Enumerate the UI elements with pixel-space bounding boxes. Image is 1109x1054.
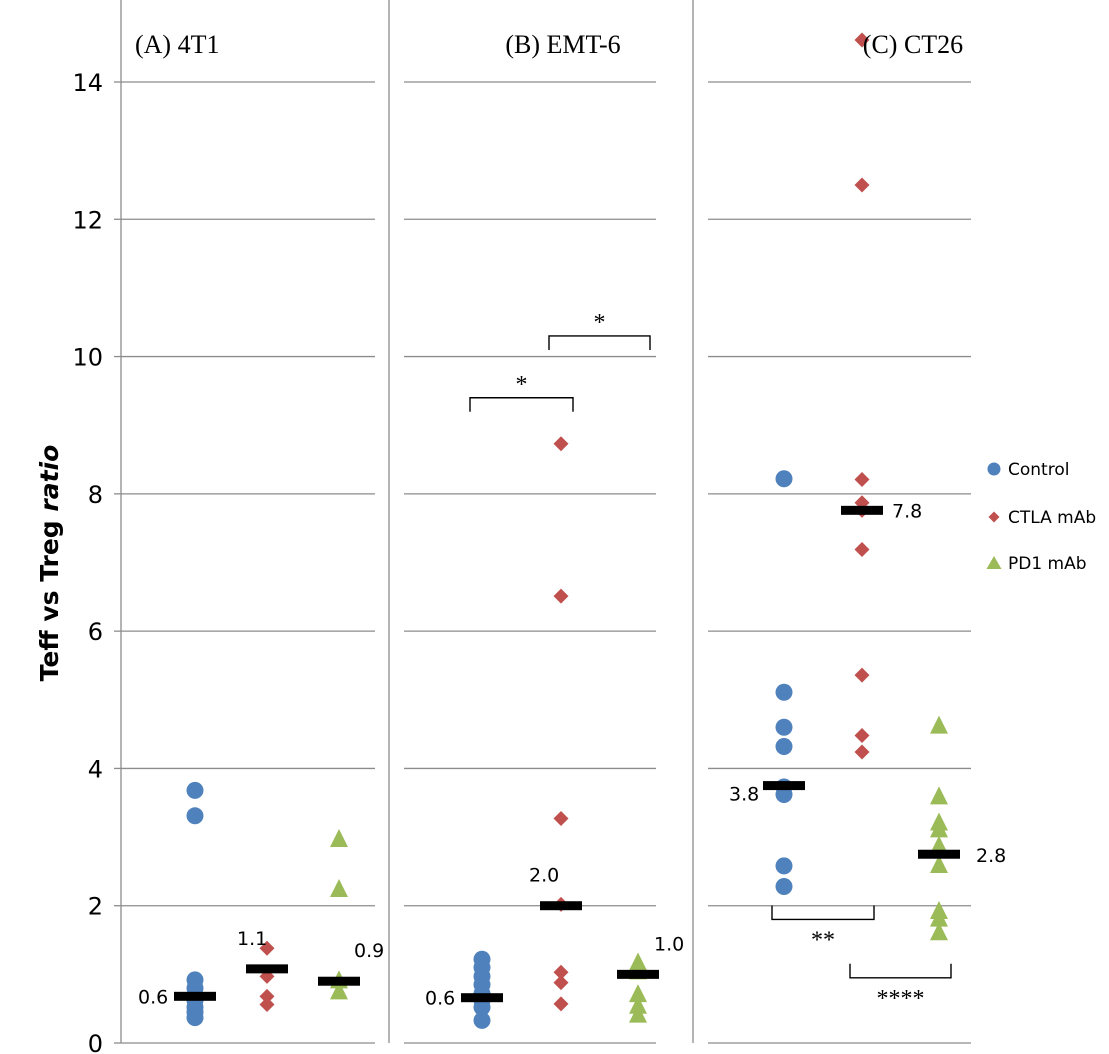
median-bar (318, 976, 360, 986)
marks-layer (174, 32, 960, 1029)
y-tick-label: 2 (88, 893, 103, 921)
data-point (854, 541, 870, 557)
significance-bracket: ** (771, 905, 875, 953)
data-point (473, 998, 491, 1016)
median-label: 0.6 (425, 988, 455, 1010)
data-point (553, 975, 569, 991)
bracket-line (849, 963, 952, 979)
legend-marker (986, 556, 1002, 569)
data-point (553, 588, 569, 604)
median-label: 7.8 (892, 500, 922, 522)
data-point (930, 855, 948, 874)
data-point (930, 786, 948, 805)
median-label: 0.6 (138, 986, 168, 1008)
data-point (854, 32, 870, 48)
data-point (330, 828, 348, 847)
bracket-line (548, 335, 651, 350)
data-point (553, 811, 569, 827)
data-point (775, 877, 793, 895)
data-point (775, 683, 793, 701)
bracket-line (771, 905, 875, 921)
median-label: 2.8 (976, 845, 1006, 867)
significance-bracket: * (469, 372, 574, 412)
median-bar (540, 901, 582, 911)
median-label: 0.9 (354, 940, 384, 962)
y-axis-label-italic: ratio (35, 445, 64, 512)
significance-label: **** (877, 986, 925, 1012)
significance-label: * (594, 310, 606, 336)
y-tick-label: 12 (72, 206, 103, 234)
data-point (775, 470, 793, 488)
data-point (186, 807, 204, 825)
data-point (854, 744, 870, 760)
legend-entry: PD1 mAb (986, 554, 1087, 574)
data-point (259, 997, 275, 1013)
y-tick-label: 4 (88, 755, 103, 783)
data-point (775, 857, 793, 875)
data-point (259, 988, 275, 1004)
y-axis-label: Teff vs Treg ratio (35, 445, 64, 682)
significance-bracket: * (548, 310, 651, 350)
y-tick-label: 14 (72, 69, 103, 97)
data-point (553, 996, 569, 1012)
data-point (930, 908, 948, 927)
data-point (930, 715, 948, 734)
median-bar (617, 969, 659, 979)
data-point (186, 1009, 204, 1027)
median-label: 1.1 (237, 928, 267, 950)
panel-title: (A) 4T1 (135, 30, 219, 59)
median-bar (461, 993, 503, 1003)
median-label: 2.0 (529, 865, 559, 887)
data-point (775, 718, 793, 736)
median-label: 1.0 (654, 933, 684, 955)
bracket-line (469, 397, 574, 412)
significance-bracket: **** (849, 963, 952, 1012)
significance-label: * (516, 372, 528, 398)
y-tick-label: 8 (88, 481, 103, 509)
data-point (330, 879, 348, 898)
median-label: 3.8 (729, 784, 759, 806)
significance-label: ** (811, 927, 835, 953)
data-point (930, 922, 948, 941)
legend-entry: CTLA mAb (988, 508, 1096, 528)
data-point (473, 1011, 491, 1029)
legend-label: CTLA mAb (1008, 508, 1096, 528)
panel-title: (B) EMT-6 (505, 30, 620, 59)
median-bar (763, 781, 805, 791)
legend-marker (988, 511, 1000, 523)
data-point (330, 981, 348, 1000)
legend-entry: Control (987, 460, 1069, 480)
panel-title: (C) CT26 (863, 30, 963, 59)
legend-label: Control (1008, 460, 1069, 480)
y-tick-label: 6 (88, 618, 103, 646)
median-bar (918, 849, 960, 859)
median-bar (174, 991, 216, 1001)
data-point (854, 727, 870, 743)
data-point (629, 1004, 647, 1023)
data-point (854, 177, 870, 193)
data-point (553, 964, 569, 980)
data-point (930, 835, 948, 854)
legend: Control CTLA mAb PD1 mAb (986, 460, 1096, 574)
median-bar (246, 964, 288, 974)
data-point (775, 786, 793, 804)
axis-layer: 0 2 4 6 8 10 12 14 (72, 0, 122, 1054)
legend-marker (987, 462, 1001, 476)
grid-layer (121, 0, 971, 1044)
y-tick-label: 0 (88, 1030, 103, 1054)
data-point (553, 436, 569, 452)
legend-label: PD1 mAb (1008, 554, 1087, 574)
data-point (259, 940, 275, 956)
data-point (854, 667, 870, 683)
median-bar (841, 505, 883, 515)
y-axis-label-main: Teff vs Treg (35, 512, 64, 682)
data-point (930, 819, 948, 838)
data-point (775, 737, 793, 755)
data-point (186, 781, 204, 799)
y-tick-label: 10 (72, 344, 103, 372)
data-point (629, 984, 647, 1003)
data-point (854, 471, 870, 487)
